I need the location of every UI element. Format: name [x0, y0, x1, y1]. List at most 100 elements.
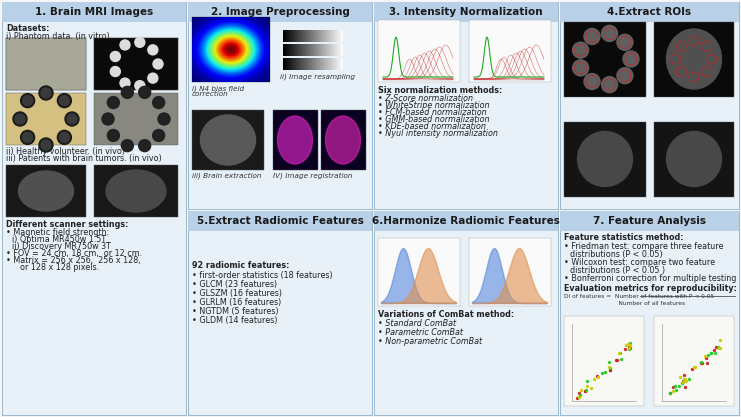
Bar: [321, 58, 322, 70]
Circle shape: [67, 114, 77, 124]
Bar: [378, 238, 460, 306]
Bar: [298, 30, 299, 42]
Point: [695, 359, 707, 366]
Text: ii) Discovery MR750w 3T: ii) Discovery MR750w 3T: [12, 242, 111, 251]
Point: [677, 379, 688, 386]
Bar: [290, 58, 291, 70]
Bar: [341, 30, 342, 42]
Bar: [326, 30, 327, 42]
Bar: [305, 30, 306, 42]
Bar: [333, 44, 334, 56]
Bar: [316, 44, 317, 56]
Point: [680, 378, 692, 384]
Bar: [318, 30, 319, 42]
Bar: [316, 30, 317, 42]
Bar: [469, 20, 551, 82]
Bar: [316, 58, 317, 70]
Point: [705, 349, 717, 356]
Bar: [320, 44, 321, 56]
Ellipse shape: [277, 116, 313, 164]
Point: [624, 340, 636, 347]
Bar: [326, 58, 327, 70]
Bar: [323, 58, 324, 70]
Bar: [654, 122, 734, 197]
Bar: [283, 44, 284, 56]
Bar: [289, 44, 290, 56]
Bar: [469, 238, 551, 306]
Point: [604, 366, 616, 373]
Point: [664, 390, 676, 397]
Point: [615, 355, 627, 362]
Point: [671, 386, 682, 393]
Circle shape: [573, 60, 588, 76]
Bar: [564, 316, 644, 406]
Bar: [297, 30, 298, 42]
Bar: [286, 58, 287, 70]
Circle shape: [122, 140, 133, 152]
Bar: [94, 165, 178, 217]
Point: [619, 345, 631, 352]
Point: [688, 363, 700, 370]
Bar: [283, 30, 284, 42]
Circle shape: [584, 73, 600, 90]
Point: [714, 337, 726, 343]
Bar: [333, 58, 334, 70]
Circle shape: [41, 140, 51, 150]
Bar: [341, 44, 342, 56]
Bar: [285, 30, 286, 42]
Circle shape: [153, 129, 165, 141]
Point: [596, 369, 608, 376]
Circle shape: [584, 28, 600, 45]
Bar: [299, 30, 300, 42]
Bar: [294, 58, 295, 70]
Bar: [188, 2, 372, 22]
Circle shape: [59, 132, 70, 142]
Bar: [284, 44, 285, 56]
Bar: [273, 110, 318, 170]
Point: [678, 376, 690, 382]
Point: [591, 373, 603, 379]
Text: Datasets:: Datasets:: [6, 24, 50, 33]
Bar: [324, 30, 325, 42]
Text: • Magnetic field strength:: • Magnetic field strength:: [6, 228, 109, 237]
Bar: [94, 93, 178, 145]
Bar: [560, 2, 739, 209]
Bar: [313, 44, 314, 56]
Point: [700, 354, 712, 361]
Bar: [311, 58, 312, 70]
Bar: [320, 58, 321, 70]
Bar: [296, 58, 297, 70]
Text: or 128 x 128 pixels.: or 128 x 128 pixels.: [20, 263, 99, 272]
Bar: [6, 38, 86, 90]
Bar: [325, 30, 326, 42]
Circle shape: [148, 73, 158, 83]
Bar: [289, 58, 290, 70]
Bar: [333, 30, 334, 42]
Bar: [328, 44, 329, 56]
Bar: [336, 44, 337, 56]
Point: [709, 350, 721, 357]
Point: [573, 394, 585, 401]
Bar: [303, 44, 304, 56]
Ellipse shape: [19, 171, 73, 211]
Bar: [298, 58, 299, 70]
Bar: [315, 30, 316, 42]
Point: [713, 344, 725, 351]
Text: • Non-parametric ComBat: • Non-parametric ComBat: [378, 337, 482, 346]
Bar: [374, 211, 558, 415]
Bar: [301, 44, 302, 56]
Bar: [288, 30, 289, 42]
Bar: [309, 30, 310, 42]
Bar: [302, 58, 303, 70]
Point: [579, 387, 591, 394]
Bar: [332, 30, 333, 42]
Circle shape: [139, 86, 150, 98]
Bar: [323, 30, 324, 42]
Bar: [291, 58, 292, 70]
Ellipse shape: [201, 115, 256, 165]
Bar: [313, 58, 314, 70]
Point: [579, 387, 591, 394]
Circle shape: [135, 80, 144, 90]
Bar: [334, 44, 335, 56]
Circle shape: [107, 97, 119, 108]
